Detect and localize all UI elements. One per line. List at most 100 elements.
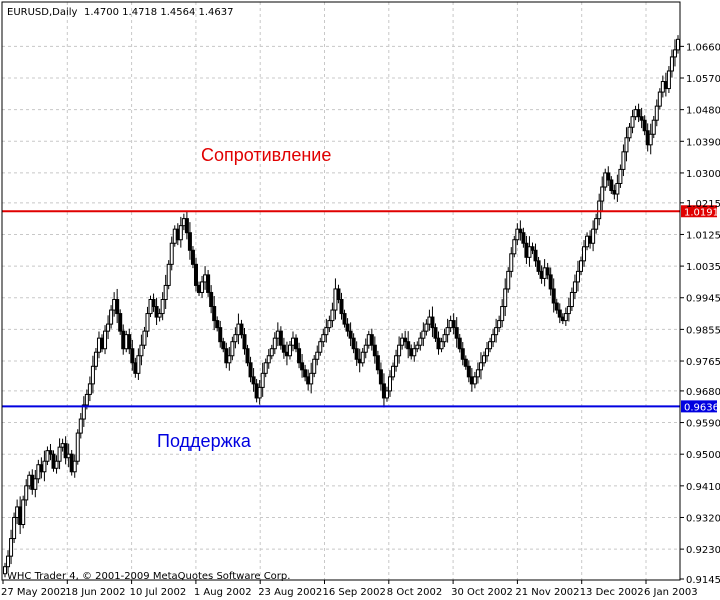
candle-body <box>445 327 450 336</box>
y-tick-label: 1.0125 <box>686 230 720 241</box>
y-tick-label: 0.9230 <box>686 545 720 556</box>
candle-body <box>127 334 132 350</box>
candle-body <box>369 334 374 346</box>
candle-body <box>230 341 235 357</box>
candle-body <box>136 355 141 374</box>
resistance-price-label: 1.0191 <box>684 207 719 218</box>
candle-body <box>63 443 68 459</box>
candle-body <box>639 116 644 121</box>
candle-body <box>503 288 508 308</box>
candle-body <box>160 299 165 315</box>
resistance-annotation: Сопротивление <box>201 145 331 165</box>
x-tick-label: 27 May 2002 <box>1 587 66 598</box>
candle-body <box>624 137 629 153</box>
y-tick-label: 0.9410 <box>686 482 720 493</box>
candle-body <box>294 337 299 350</box>
candle-body <box>287 344 292 357</box>
candle-body <box>618 168 623 184</box>
candle-body <box>551 288 556 304</box>
candle-body <box>481 355 486 364</box>
candle-body <box>594 218 599 230</box>
candle-body <box>488 341 493 350</box>
candle-body <box>463 358 468 367</box>
plot-frame <box>1 1 681 581</box>
candle-body <box>45 450 50 462</box>
candle-body <box>321 334 326 343</box>
candle-body <box>636 109 641 118</box>
candle-body <box>418 337 423 346</box>
candle-body <box>345 323 350 332</box>
candle-body <box>676 38 680 51</box>
candle-body <box>193 263 198 286</box>
candle-body <box>12 516 17 540</box>
candle-body <box>206 274 211 293</box>
candle-body <box>266 355 271 364</box>
candle-body <box>169 242 174 265</box>
candle-body <box>627 126 632 139</box>
candle-body <box>569 291 574 308</box>
candle-body <box>245 348 250 364</box>
resistance-price-box <box>681 205 717 218</box>
candle-body <box>648 133 653 146</box>
candle-body <box>533 249 538 262</box>
candle-body <box>460 348 465 360</box>
candle-body <box>190 249 195 265</box>
candle-body <box>269 348 274 357</box>
candle-body <box>263 362 268 374</box>
candle-body <box>151 299 156 308</box>
candle-body <box>451 320 456 329</box>
candle-body <box>424 323 429 332</box>
candle-body <box>512 239 517 255</box>
candle-body <box>200 281 205 293</box>
candle-body <box>42 460 47 473</box>
candle-body <box>406 341 411 350</box>
candle-body <box>509 253 514 272</box>
support-annotation: Поддержка <box>157 431 252 451</box>
candle-body <box>575 270 580 283</box>
candle-body <box>615 182 620 195</box>
candle-body <box>251 376 256 385</box>
candle-body <box>215 320 220 329</box>
candle-body <box>248 362 253 378</box>
candle-body <box>433 327 438 339</box>
x-tick-label: 21 Nov 2002 <box>515 587 579 598</box>
candle-body <box>384 390 389 399</box>
candle-body <box>475 369 480 378</box>
candle-body <box>363 344 368 353</box>
y-tick-label: 0.9590 <box>686 419 720 430</box>
y-tick-label: 0.9500 <box>686 450 720 461</box>
candle-body <box>454 327 459 339</box>
candle-body <box>178 225 183 241</box>
candle-body <box>309 372 314 385</box>
candle-body <box>90 365 95 385</box>
candle-body <box>478 362 483 371</box>
x-tick-label: 18 Jun 2002 <box>65 587 125 598</box>
candle-body <box>318 341 323 353</box>
candle-body <box>485 348 490 357</box>
y-tick-label: 1.0390 <box>686 137 720 148</box>
candle-body <box>9 538 14 557</box>
candle-body <box>209 291 214 308</box>
candle-body <box>597 200 602 220</box>
candle-body <box>78 418 83 434</box>
candle-body <box>233 334 238 343</box>
candle-body <box>139 344 144 357</box>
candle-body <box>372 344 377 357</box>
candle-body <box>403 337 408 343</box>
candle-body <box>557 309 562 318</box>
candle-body <box>472 376 477 385</box>
candle-body <box>81 404 86 420</box>
x-tick-label: 8 Oct 2002 <box>387 587 442 598</box>
y-tick-label: 0.9145 <box>686 575 720 586</box>
candle-body <box>360 351 365 364</box>
candle-body <box>494 327 499 336</box>
candle-body <box>642 119 647 132</box>
candle-body <box>278 330 283 346</box>
candle-body <box>566 306 571 315</box>
candle-body <box>157 313 162 318</box>
candle-body <box>500 306 505 322</box>
candle-body <box>154 306 159 318</box>
y-tick-label: 1.0480 <box>686 106 720 117</box>
